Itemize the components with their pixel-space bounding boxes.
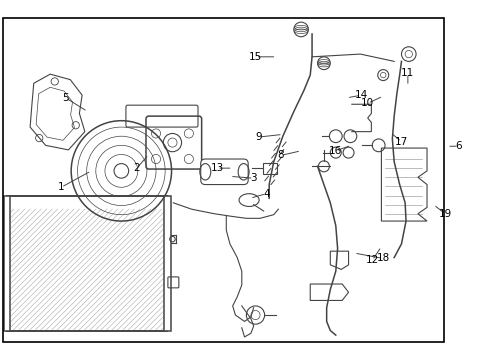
FancyBboxPatch shape bbox=[201, 159, 248, 185]
Text: 1: 1 bbox=[58, 182, 65, 192]
Bar bbox=[7, 195, 167, 330]
Text: 2: 2 bbox=[134, 163, 140, 173]
Text: 8: 8 bbox=[278, 150, 284, 160]
Text: 5: 5 bbox=[62, 93, 69, 103]
Text: 13: 13 bbox=[211, 163, 224, 173]
Text: 19: 19 bbox=[439, 209, 452, 219]
Text: 10: 10 bbox=[361, 98, 374, 108]
Text: 14: 14 bbox=[355, 90, 368, 100]
Bar bbox=[263, 163, 277, 174]
Text: 3: 3 bbox=[250, 173, 257, 183]
Text: 15: 15 bbox=[249, 52, 262, 62]
Text: 11: 11 bbox=[401, 68, 415, 78]
Bar bbox=[3, 195, 10, 330]
Text: 16: 16 bbox=[329, 146, 343, 156]
Bar bbox=[164, 195, 171, 330]
Text: 17: 17 bbox=[395, 137, 408, 147]
Text: 18: 18 bbox=[377, 253, 390, 264]
Text: 9: 9 bbox=[255, 132, 262, 142]
Text: 4: 4 bbox=[263, 189, 270, 199]
Text: 6: 6 bbox=[456, 141, 462, 151]
Text: 12: 12 bbox=[366, 255, 379, 265]
